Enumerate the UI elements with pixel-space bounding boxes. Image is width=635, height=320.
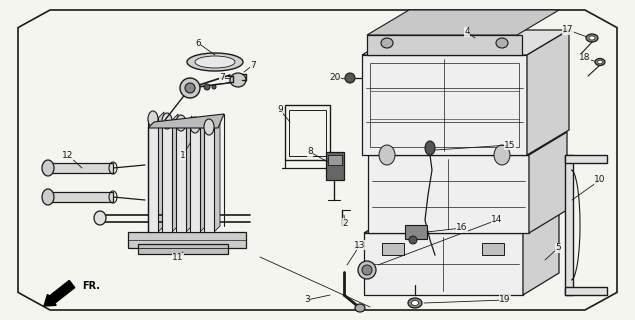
Text: FR.: FR. [82,281,100,291]
Bar [289,110,326,156]
Ellipse shape [358,261,376,279]
Text: 7: 7 [250,60,256,69]
Ellipse shape [496,38,508,48]
Bar [565,155,573,295]
Polygon shape [368,132,567,155]
Text: 17: 17 [562,26,574,35]
Ellipse shape [195,56,235,68]
Ellipse shape [408,298,422,308]
Polygon shape [214,120,220,232]
Ellipse shape [176,115,186,131]
Text: 6: 6 [195,38,201,47]
FancyArrow shape [44,280,75,306]
Ellipse shape [212,85,216,89]
Polygon shape [368,155,529,233]
Bar [48,192,113,202]
Bar [405,225,427,239]
Ellipse shape [204,84,210,90]
Ellipse shape [187,53,243,71]
Bar [204,126,214,232]
Ellipse shape [586,34,598,42]
Polygon shape [148,114,224,128]
Ellipse shape [355,304,365,312]
Bar [565,287,607,295]
Polygon shape [362,30,569,55]
Ellipse shape [409,236,417,244]
Polygon shape [364,211,559,233]
Bar [367,35,522,55]
Ellipse shape [42,160,54,176]
Ellipse shape [162,113,172,129]
Polygon shape [362,55,527,155]
Ellipse shape [345,73,355,83]
Polygon shape [364,233,523,295]
Ellipse shape [185,83,195,93]
Ellipse shape [94,211,106,225]
Bar [190,124,200,232]
Bar [482,243,504,255]
Polygon shape [158,112,164,232]
Text: 1: 1 [180,150,186,159]
Ellipse shape [595,59,605,66]
Bar [565,155,607,163]
Text: 16: 16 [457,223,468,233]
Ellipse shape [411,300,418,306]
Text: 9: 9 [277,106,283,115]
Polygon shape [367,10,559,35]
Bar [285,105,330,160]
Polygon shape [529,132,567,233]
Text: 18: 18 [579,53,591,62]
Text: 19: 19 [499,295,511,305]
Text: 2: 2 [342,219,348,228]
Ellipse shape [598,60,603,64]
Ellipse shape [379,145,395,165]
Ellipse shape [148,111,158,127]
Ellipse shape [230,73,246,87]
Bar [326,152,344,180]
Polygon shape [186,116,192,232]
Text: 14: 14 [491,215,503,225]
Bar [382,243,404,255]
Text: 8: 8 [307,148,313,156]
Bar [370,63,519,147]
Polygon shape [172,114,178,232]
Bar [328,155,342,165]
Text: 10: 10 [594,175,606,185]
Text: 13: 13 [354,241,366,250]
Bar [138,244,228,254]
Bar [128,232,246,248]
Ellipse shape [362,265,372,275]
Text: 15: 15 [504,140,516,149]
Text: 4: 4 [464,28,470,36]
Text: 3: 3 [304,295,310,305]
Polygon shape [200,118,206,232]
Ellipse shape [589,36,595,40]
Ellipse shape [190,117,200,133]
Ellipse shape [180,78,200,98]
Ellipse shape [425,141,435,155]
Ellipse shape [204,119,214,135]
Bar [162,120,172,232]
Text: 11: 11 [172,253,184,262]
Bar [148,118,158,232]
Polygon shape [523,211,559,295]
Ellipse shape [381,38,393,48]
Text: 12: 12 [62,150,74,159]
Polygon shape [18,10,617,310]
Bar [48,163,113,173]
Text: 7: 7 [219,74,225,83]
Ellipse shape [494,145,510,165]
Text: 5: 5 [555,244,561,252]
Bar [176,122,186,232]
Text: 20: 20 [330,73,341,82]
Ellipse shape [42,189,54,205]
Polygon shape [527,30,569,155]
